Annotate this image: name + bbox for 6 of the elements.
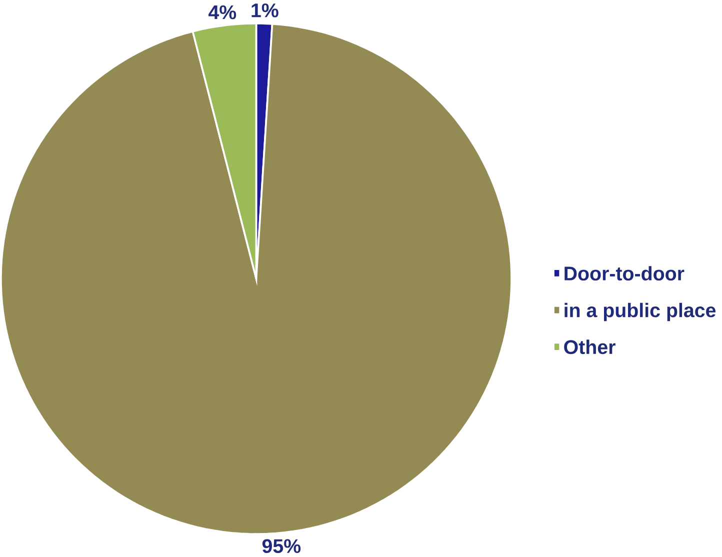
legend-label: Door-to-door [564,266,684,281]
data-label: 1% [252,4,278,18]
data-label: 4% [208,6,236,20]
data-label: 95% [262,539,301,554]
legend-label: Other [564,340,616,354]
legend-label: in a public place [564,303,716,322]
